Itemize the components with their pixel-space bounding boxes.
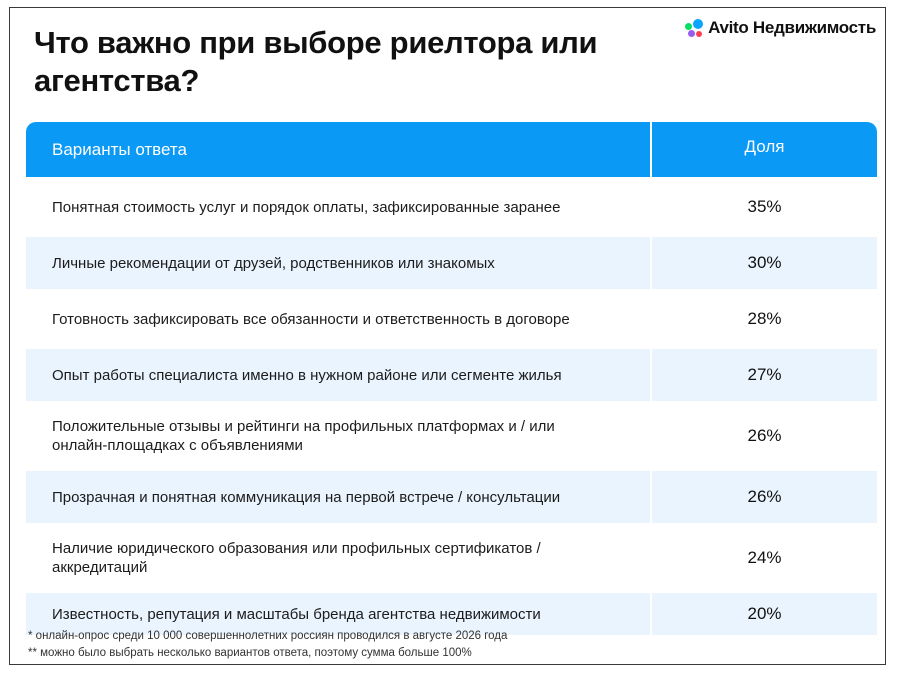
table-row: Прозрачная и понятная коммуникация на пе… xyxy=(26,471,877,523)
row-option: Положительные отзывы и рейтинги на профи… xyxy=(26,405,652,467)
row-share: 28% xyxy=(747,309,782,328)
table-header: Варианты ответа Доля xyxy=(26,122,877,177)
row-option: Понятная стоимость услуг и порядок оплат… xyxy=(26,181,652,233)
avito-dots-icon xyxy=(685,19,704,37)
row-share: 26% xyxy=(747,487,782,506)
row-option: Наличие юридического образования или про… xyxy=(26,527,652,589)
footnotes: * онлайн-опрос среди 10 000 совершенноле… xyxy=(28,628,507,662)
row-share: 35% xyxy=(747,197,782,216)
row-share: 20% xyxy=(747,604,782,623)
table-row: Опыт работы специалиста именно в нужном … xyxy=(26,349,877,401)
brand-logo-text: Avito Недвижимость xyxy=(708,18,876,37)
column-header-option: Варианты ответа xyxy=(26,122,652,177)
row-option: Прозрачная и понятная коммуникация на пе… xyxy=(26,471,652,523)
page-title: Что важно при выборе риелтора или агентс… xyxy=(34,25,598,98)
footnote-multiple-choice: ** можно было выбрать несколько варианто… xyxy=(28,647,472,659)
table-row: Наличие юридического образования или про… xyxy=(26,527,877,589)
table-row: Личные рекомендации от друзей, родственн… xyxy=(26,237,877,289)
table-row: Понятная стоимость услуг и порядок оплат… xyxy=(26,181,877,233)
survey-table: Варианты ответа Доля Понятная стоимость … xyxy=(26,122,877,635)
row-share: 24% xyxy=(747,548,782,567)
row-share: 27% xyxy=(747,365,782,384)
footnote-survey: * онлайн-опрос среди 10 000 совершенноле… xyxy=(28,630,508,642)
row-option: Личные рекомендации от друзей, родственн… xyxy=(26,237,652,289)
brand-logo: Avito Недвижимость xyxy=(685,18,876,38)
row-option: Готовность зафиксировать все обязанности… xyxy=(26,293,652,345)
row-option: Известность, репутация и масштабы бренда… xyxy=(26,593,652,635)
table-row: Положительные отзывы и рейтинги на профи… xyxy=(26,405,877,467)
row-option: Опыт работы специалиста именно в нужном … xyxy=(26,349,652,401)
infographic-frame: Что важно при выборе риелтора или агентс… xyxy=(9,7,886,665)
table-row: Готовность зафиксировать все обязанности… xyxy=(26,293,877,345)
row-share: 30% xyxy=(747,253,782,272)
table-row: Известность, репутация и масштабы бренда… xyxy=(26,593,877,635)
row-share: 26% xyxy=(747,426,782,445)
column-header-share: Доля xyxy=(744,136,785,156)
